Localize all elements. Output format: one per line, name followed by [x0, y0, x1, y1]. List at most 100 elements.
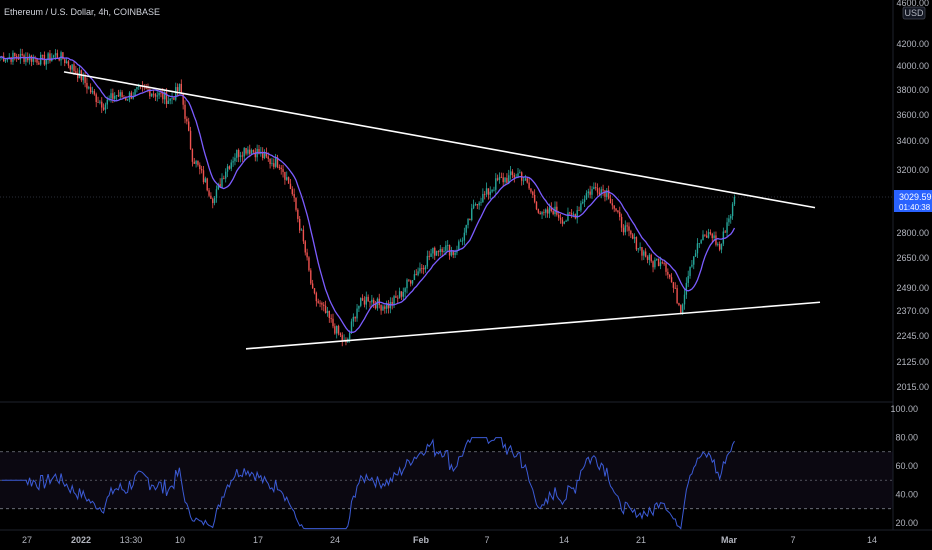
candle	[713, 231, 715, 241]
candle	[71, 64, 73, 73]
candle	[384, 304, 386, 314]
currency-badge[interactable]: USD	[902, 6, 926, 20]
candle	[93, 88, 96, 96]
candle	[522, 176, 525, 185]
candle	[730, 214, 732, 224]
candle	[496, 174, 499, 182]
candle	[339, 332, 342, 337]
current-price-label: 3029.59 01:40:38	[894, 190, 932, 212]
candle	[591, 186, 593, 199]
candle	[300, 228, 303, 231]
time-tick-10: Mar	[721, 535, 738, 545]
candle	[487, 188, 490, 200]
candle	[284, 171, 286, 185]
candle	[165, 88, 168, 108]
candle	[539, 211, 541, 215]
candle	[694, 249, 697, 258]
candle	[154, 93, 157, 101]
candle	[595, 182, 597, 191]
candle	[700, 239, 702, 245]
rsi-pane[interactable]	[0, 437, 893, 530]
candle	[376, 297, 379, 311]
candle	[432, 247, 434, 259]
candle	[278, 164, 281, 171]
candle	[718, 241, 721, 252]
upper-trendline[interactable]	[63, 71, 816, 209]
lower-trendline[interactable]	[245, 301, 821, 350]
candle	[676, 284, 678, 305]
candle	[404, 287, 406, 298]
candle	[628, 222, 630, 237]
time-tick-11: 7	[790, 535, 795, 545]
candle	[691, 260, 693, 268]
candle	[350, 318, 353, 334]
candle	[582, 198, 584, 205]
candle	[678, 302, 680, 307]
candle	[502, 172, 504, 187]
candle	[387, 300, 390, 314]
candle	[402, 287, 404, 301]
candle	[373, 297, 375, 308]
candle	[398, 287, 401, 299]
candle	[341, 332, 343, 347]
candle	[711, 232, 713, 244]
candle	[337, 324, 340, 336]
price-tick-9: 2650.00	[896, 253, 929, 263]
candle	[687, 270, 689, 287]
candle	[478, 201, 480, 210]
candle	[32, 54, 34, 66]
candle	[706, 230, 708, 238]
rsi-axis[interactable]: 100.00 80.00 60.00 40.00 20.00	[890, 404, 918, 528]
price-axis[interactable]: 4600.00 4200.00 4000.00 3800.00 3600.00 3400.…	[896, 0, 929, 392]
candle	[685, 277, 688, 299]
price-tick-12: 2245.00	[896, 331, 929, 341]
candle	[311, 279, 314, 289]
candle	[532, 190, 534, 198]
candle	[421, 263, 423, 274]
candle	[724, 230, 726, 233]
candle	[519, 169, 521, 174]
candle	[14, 52, 16, 61]
candle	[524, 174, 527, 181]
candle	[121, 90, 123, 98]
candle	[208, 187, 210, 198]
candle	[313, 287, 316, 295]
candle	[537, 208, 540, 214]
candle	[657, 258, 660, 267]
candle	[733, 194, 736, 207]
candle	[358, 305, 360, 312]
time-axis[interactable]: 27 2022 13:30 10 17 24 Feb 7 14 21 Mar 7 14	[22, 535, 877, 545]
candle	[458, 239, 460, 251]
candle	[99, 99, 101, 105]
candle	[426, 250, 429, 269]
candle	[210, 192, 212, 199]
price-tick-10: 2490.00	[896, 283, 929, 293]
candle	[221, 173, 223, 188]
candle	[176, 83, 179, 97]
candle	[236, 149, 238, 163]
candle	[197, 160, 199, 167]
candle	[435, 250, 438, 256]
price-tick-2: 4000.00	[896, 61, 929, 71]
candle	[576, 205, 578, 224]
candle	[400, 291, 403, 300]
candle	[441, 247, 443, 257]
candle	[334, 323, 336, 335]
rsi-tick-2: 60.00	[895, 461, 918, 471]
candle	[330, 314, 332, 323]
candle	[635, 236, 638, 252]
candle	[336, 325, 338, 339]
price-tick-0: 4600.00	[896, 0, 929, 8]
candle	[332, 313, 334, 329]
candle	[704, 234, 706, 237]
candle	[602, 184, 604, 196]
candle	[163, 89, 166, 105]
candle	[19, 48, 22, 64]
candle	[434, 246, 436, 260]
candle	[619, 206, 621, 221]
candle	[611, 198, 614, 210]
candle	[661, 260, 663, 265]
price-pane[interactable]	[0, 48, 893, 350]
candle	[717, 242, 719, 247]
